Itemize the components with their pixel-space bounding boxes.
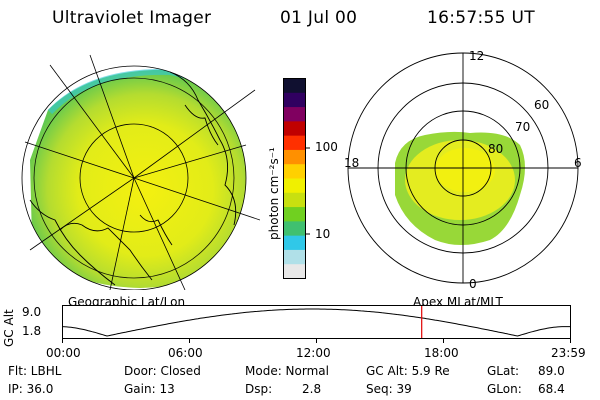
mlt-label-6: 6 — [574, 156, 582, 170]
mlat-label-80: 80 — [488, 142, 503, 156]
colorbar-segment — [283, 92, 306, 108]
status-dsp-label: Dsp: — [245, 382, 273, 396]
status-gcalt: GC Alt: 5.9 Re — [366, 364, 450, 378]
status-flt: Flt: LBHL — [8, 364, 62, 378]
colorbar-segment — [283, 149, 306, 165]
status-glat-label: GLat: — [487, 364, 520, 378]
status-door: Door: Closed — [124, 364, 201, 378]
colorbar-label: photon cm⁻²s⁻¹ — [267, 147, 281, 240]
status-glat-value: 89.0 — [538, 364, 565, 378]
colorbar-segment — [283, 135, 306, 151]
xtick-1200: 12:00 — [296, 346, 331, 360]
colorbar-segment — [283, 178, 306, 194]
status-dsp-value: 2.8 — [302, 382, 322, 396]
image-data-region — [30, 69, 246, 288]
mlt-label-18: 18 — [344, 156, 359, 170]
xtick-0600: 06:00 — [168, 346, 203, 360]
status-seq: Seq: 39 — [366, 382, 412, 396]
altitude-curve — [62, 308, 571, 337]
altitude-plot — [62, 305, 571, 343]
colorbar — [283, 78, 310, 279]
colorbar-segment — [283, 192, 306, 208]
colorbar-segment — [283, 121, 306, 137]
status-mode: Mode: Normal — [245, 364, 329, 378]
date-label: 01 Jul 00 — [280, 8, 358, 28]
time-label: 16:57:55 UT — [427, 8, 535, 28]
colorbar-tick-100: 100 — [315, 140, 338, 154]
colorbar-segment — [283, 264, 306, 279]
colorbar-segment — [283, 78, 306, 94]
mlat-label-70: 70 — [515, 120, 530, 134]
status-gain: Gain: 13 — [124, 382, 175, 396]
mlat-label-60: 60 — [534, 98, 549, 112]
status-ip: IP: 36.0 — [8, 382, 54, 396]
mlt-label-0: 0 — [469, 277, 477, 290]
colorbar-segment — [283, 235, 306, 251]
status-glon-label: GLon: — [487, 382, 522, 396]
status-glon-value: 68.4 — [538, 382, 565, 396]
gcalt-axis-label: GC Alt — [2, 309, 16, 347]
colorbar-segment — [283, 207, 306, 222]
instrument-title: Ultraviolet Imager — [52, 8, 212, 28]
geographic-image — [21, 54, 260, 290]
xtick-0000: 00:00 — [46, 346, 81, 360]
colorbar-segment — [283, 221, 306, 237]
colorbar-tick-10: 10 — [315, 227, 331, 241]
xtick-2359: 23:59 — [551, 346, 586, 360]
colorbar-segment — [283, 164, 306, 179]
colorbar-segment — [283, 249, 306, 265]
mlt-label-12: 12 — [469, 49, 484, 63]
gcalt-tick-top: 9.0 — [22, 305, 42, 319]
magnetic-polar-plot: 12 0 18 6 60 70 80 — [344, 49, 582, 290]
gcalt-tick-bottom: 1.8 — [22, 324, 42, 338]
xtick-1800: 18:00 — [424, 346, 459, 360]
colorbar-segment — [283, 107, 306, 122]
